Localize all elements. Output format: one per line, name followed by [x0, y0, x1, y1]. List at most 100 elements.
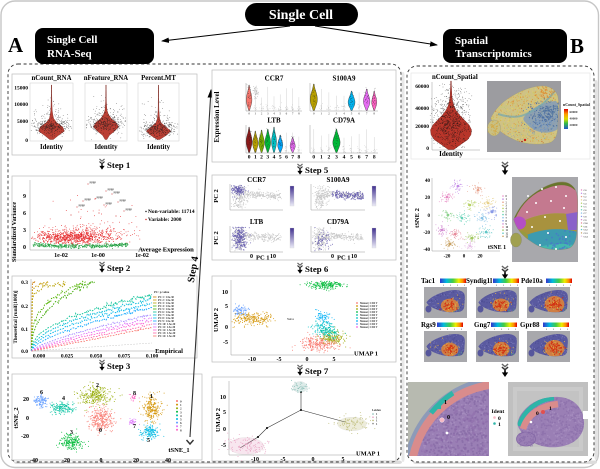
svg-text:10000: 10000: [14, 102, 28, 108]
svg-text:Variable: 2000: Variable: 2000: [148, 217, 182, 223]
svg-text:1: 1: [444, 400, 447, 406]
svg-text:Identity: Identity: [94, 144, 118, 151]
svg-text:1: 1: [376, 413, 378, 416]
svg-text:6: 6: [180, 421, 182, 425]
svg-text:C9: C9: [584, 219, 588, 222]
svg-text:2: 2: [454, 329, 455, 331]
svg-text:CD79A: CD79A: [333, 117, 355, 125]
svg-text:60000: 60000: [415, 84, 429, 90]
svg-text:6: 6: [358, 112, 360, 116]
svg-text:C12: C12: [584, 229, 589, 232]
svg-text:Standardized Variance: Standardized Variance: [11, 202, 18, 263]
svg-text:1: 1: [255, 112, 257, 116]
svg-text:PC 1: PC 1: [256, 255, 270, 262]
svg-text:2: 2: [567, 329, 568, 331]
svg-text:Memory CD4 T: Memory CD4 T: [360, 323, 378, 326]
svg-text:Identity: Identity: [40, 144, 64, 151]
svg-text:7: 7: [365, 155, 368, 161]
svg-text:0.100: 0.100: [146, 354, 159, 360]
svg-text:2: 2: [501, 329, 502, 331]
svg-text:1: 1: [321, 112, 323, 116]
svg-text:20: 20: [425, 196, 431, 201]
svg-text:Step 4: Step 4: [186, 256, 201, 284]
svg-text:7: 7: [292, 112, 294, 116]
svg-text:tSNE 2: tSNE 2: [414, 208, 421, 228]
svg-text:-5: -5: [277, 357, 282, 363]
svg-text:0: 0: [250, 254, 253, 260]
svg-text:7: 7: [133, 424, 136, 430]
svg-text:B: B: [570, 34, 584, 58]
svg-text:PC 7: 1.5e-30: PC 7: 1.5e-30: [158, 314, 175, 317]
svg-text:5000: 5000: [17, 119, 28, 125]
svg-text:PPBP: PPBP: [108, 189, 115, 192]
svg-text:-10: -10: [248, 357, 256, 363]
svg-text:3: 3: [180, 410, 182, 414]
svg-text:2: 2: [503, 285, 504, 287]
svg-text:2: 2: [457, 285, 458, 287]
svg-text:4: 4: [506, 208, 508, 211]
svg-text:C1: C1: [584, 192, 588, 195]
svg-text:4: 4: [273, 112, 275, 116]
svg-text:5: 5: [279, 112, 281, 116]
svg-text:PC 6: 1.5e-30: PC 6: 1.5e-30: [158, 311, 175, 314]
svg-text:C11: C11: [584, 225, 589, 228]
svg-text:PC 8: 1.5e-30: PC 8: 1.5e-30: [158, 317, 175, 320]
svg-text:2: 2: [443, 285, 444, 287]
svg-text:1: 1: [376, 423, 378, 426]
svg-text:Single Cell: Single Cell: [269, 8, 333, 23]
svg-text:40: 40: [165, 458, 171, 464]
svg-text:-20: -20: [423, 231, 430, 236]
svg-text:3: 3: [336, 112, 338, 116]
svg-text:PPBP: PPBP: [126, 209, 133, 212]
svg-text:Identity: Identity: [147, 144, 171, 151]
svg-text:3: 3: [267, 112, 269, 116]
svg-text:PC 1: 1.5e-30: PC 1: 1.5e-30: [158, 296, 175, 299]
svg-text:10: 10: [220, 395, 226, 401]
svg-text:0: 0: [26, 416, 29, 422]
svg-text:Memory CD4 T: Memory CD4 T: [360, 317, 378, 320]
svg-text:LTB: LTB: [250, 218, 264, 226]
svg-text:PC 2: PC 2: [213, 231, 220, 245]
svg-text:11: 11: [506, 229, 509, 232]
svg-text:PC 12: 1.5e-30: PC 12: 1.5e-30: [158, 329, 176, 332]
svg-text:Identity: Identity: [439, 150, 463, 158]
svg-text:Step 6: Step 6: [305, 264, 329, 274]
svg-text:LTB: LTB: [267, 117, 281, 125]
svg-text:C0: C0: [584, 189, 588, 192]
svg-text:3: 3: [335, 155, 338, 161]
svg-text:12: 12: [506, 232, 509, 235]
svg-text:PC: p-value: PC: p-value: [154, 290, 170, 294]
svg-text:PC 3: 1.5e-30: PC 3: 1.5e-30: [158, 302, 175, 305]
svg-text:7: 7: [291, 155, 294, 161]
svg-text:1: 1: [549, 406, 552, 412]
svg-text:2: 2: [546, 329, 547, 331]
svg-text:CCR7: CCR7: [247, 176, 266, 184]
svg-text:5: 5: [342, 457, 345, 463]
svg-text:Naive: Naive: [287, 318, 295, 321]
svg-text:Step 7: Step 7: [305, 366, 329, 376]
svg-text:S100A9: S100A9: [327, 176, 350, 184]
svg-text:PC 4: 1.5e-30: PC 4: 1.5e-30: [158, 305, 175, 308]
svg-text:PPBP: PPBP: [97, 197, 104, 200]
svg-text:Memory CD4 T: Memory CD4 T: [360, 326, 378, 329]
svg-text:PC 10: 1.5e-30: PC 10: 1.5e-30: [158, 323, 176, 326]
svg-text:4: 4: [180, 414, 182, 418]
svg-text:nCount_Spatial: nCount_Spatial: [563, 102, 591, 107]
svg-text:10: 10: [222, 290, 228, 296]
svg-text:UMAP 2: UMAP 2: [215, 408, 222, 432]
svg-text:20: 20: [23, 397, 29, 403]
svg-text:40000: 40000: [415, 106, 429, 112]
svg-text:40000: 40000: [570, 117, 578, 121]
svg-text:0.3: 0.3: [21, 280, 28, 286]
svg-text:2: 2: [494, 329, 495, 331]
svg-text:0.2: 0.2: [21, 304, 28, 310]
svg-text:2: 2: [515, 329, 516, 331]
svg-text:0: 0: [99, 428, 102, 434]
svg-text:PC 13: 1.5e-30: PC 13: 1.5e-30: [158, 332, 176, 335]
svg-text:0: 0: [498, 416, 501, 422]
svg-text:1: 1: [254, 155, 257, 161]
svg-text:20: 20: [478, 255, 484, 260]
svg-text:CCR7: CCR7: [265, 75, 284, 83]
svg-text:1: 1: [180, 403, 182, 407]
svg-text:5: 5: [180, 418, 182, 422]
